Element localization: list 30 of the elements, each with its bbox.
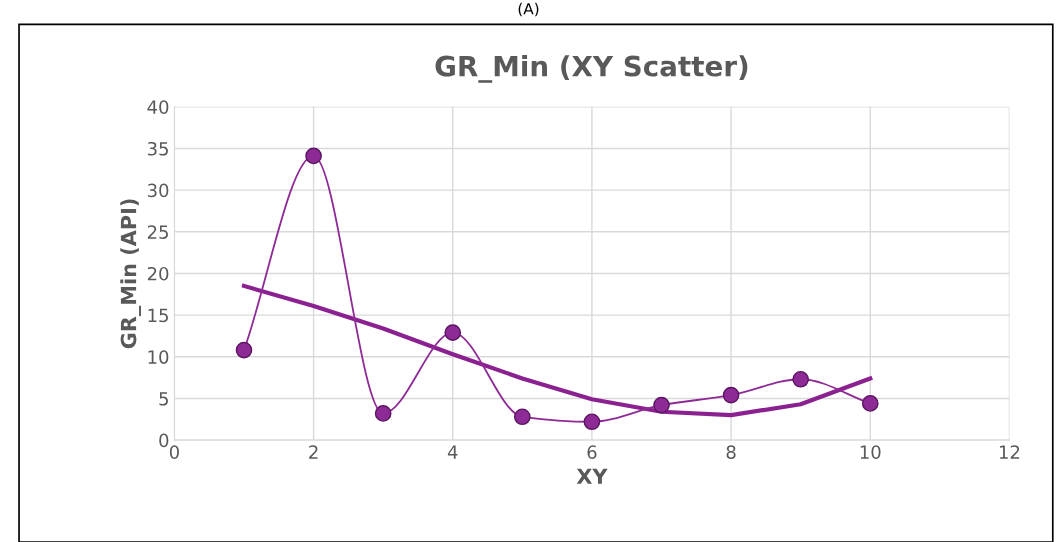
x-tick-label: 12 — [999, 445, 1020, 459]
x-axis-title: XY — [576, 468, 608, 484]
chart-title: GR_Min (XY Scatter) — [435, 55, 748, 83]
point — [444, 324, 462, 341]
y-tick-label: 35 — [147, 141, 168, 156]
point — [374, 405, 392, 422]
point — [792, 370, 810, 388]
y-tick-label: 20 — [147, 266, 169, 281]
x-tick-label: 0 — [169, 445, 179, 459]
x-tick-label: 6 — [587, 445, 597, 459]
point — [583, 413, 601, 431]
y-tick-label: 0 — [159, 433, 169, 448]
x-tick-label: 2 — [309, 445, 318, 459]
y-axis-title: GR_Min (API) — [120, 199, 142, 349]
x-tick-label: 10 — [860, 445, 881, 459]
x-tick-label: 8 — [726, 445, 736, 459]
y-tick-label: 40 — [147, 100, 169, 114]
y-tick-label: 30 — [147, 183, 169, 198]
y-tick-label: 5 — [159, 392, 168, 406]
text: (A) — [518, 2, 539, 17]
y-tick-label: 25 — [147, 225, 168, 239]
point — [235, 341, 253, 359]
point — [653, 396, 670, 414]
y-tick-label: 10 — [148, 350, 169, 364]
y-tick-label: 15 — [148, 308, 168, 323]
x-tick-label: 4 — [447, 445, 458, 459]
point — [722, 386, 740, 404]
point — [861, 395, 879, 412]
point — [305, 147, 322, 165]
point — [514, 408, 531, 426]
